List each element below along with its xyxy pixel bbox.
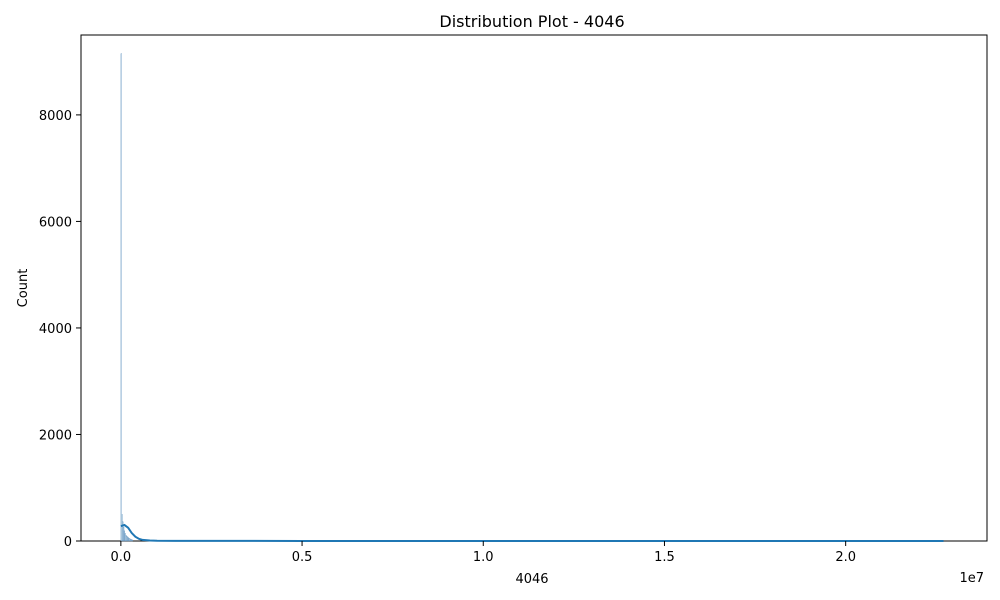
y-tick-label: 6000 [39, 215, 72, 230]
histogram-bar [120, 53, 122, 542]
x-tick-label: 0.5 [292, 550, 313, 565]
histogram-bar [131, 539, 133, 542]
y-tick-label: 4000 [39, 322, 72, 337]
y-tick-label: 8000 [39, 109, 72, 124]
y-tick-label: 0 [64, 535, 72, 550]
y-axis-ticks: 0 2000 4000 6000 8000 [39, 109, 81, 550]
y-tick-label: 2000 [39, 428, 72, 443]
x-offset-label: 1e7 [959, 571, 984, 586]
x-tick-label: 1.5 [654, 550, 675, 565]
y-axis-label: Count [16, 269, 31, 308]
histogram-bars [120, 53, 133, 542]
chart-title: Distribution Plot - 4046 [439, 12, 624, 31]
kde-line [120, 523, 944, 542]
x-axis-label: 4046 [515, 572, 548, 587]
x-tick-label: 2.0 [835, 550, 856, 565]
plot-frame [80, 34, 988, 542]
x-tick-label: 0.0 [111, 550, 132, 565]
x-axis-ticks: 0.0 0.5 1.0 1.5 2.0 [111, 541, 856, 565]
x-tick-label: 1.0 [473, 550, 494, 565]
